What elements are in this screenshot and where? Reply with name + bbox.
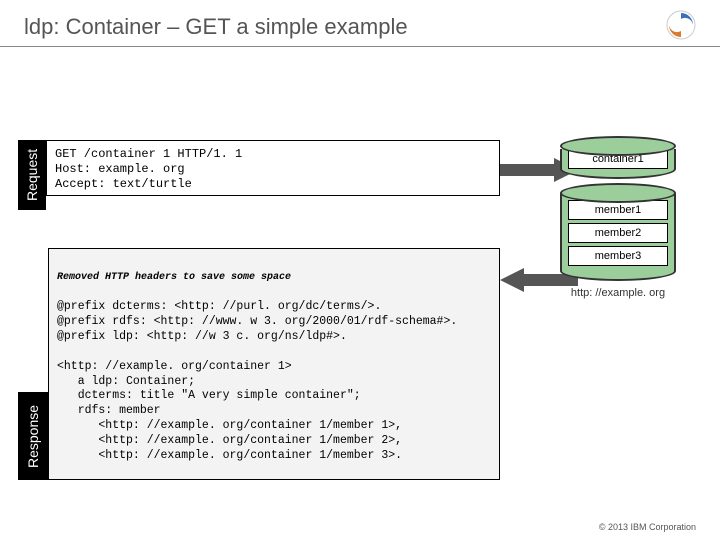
footer-copyright: © 2013 IBM Corporation xyxy=(599,522,696,532)
response-body: <http: //example. org/container 1> a ldp… xyxy=(57,360,402,463)
response-code: Removed HTTP headers to save some space … xyxy=(48,248,500,480)
removed-headers-note: Removed HTTP headers to save some space xyxy=(57,272,291,283)
swirl-logo-icon xyxy=(666,10,696,40)
db-members-cylinder: member1 member2 member3 xyxy=(560,183,676,281)
response-label: Response xyxy=(18,392,48,480)
server-diagram: container1 member1 member2 member3 http:… xyxy=(552,136,684,299)
server-caption: http: //example. org xyxy=(552,287,684,299)
page-title: ldp: Container – GET a simple example xyxy=(24,14,408,40)
response-prefixes: @prefix dcterms: <http: //purl. org/dc/t… xyxy=(57,300,457,343)
request-code: GET /container 1 HTTP/1. 1 Host: example… xyxy=(46,140,500,196)
request-label: Request xyxy=(18,140,46,210)
title-divider xyxy=(0,46,720,47)
member-label: member3 xyxy=(568,246,668,266)
member-label: member2 xyxy=(568,223,668,243)
member-label: member1 xyxy=(568,200,668,220)
db-container-cylinder: container1 xyxy=(560,136,676,179)
